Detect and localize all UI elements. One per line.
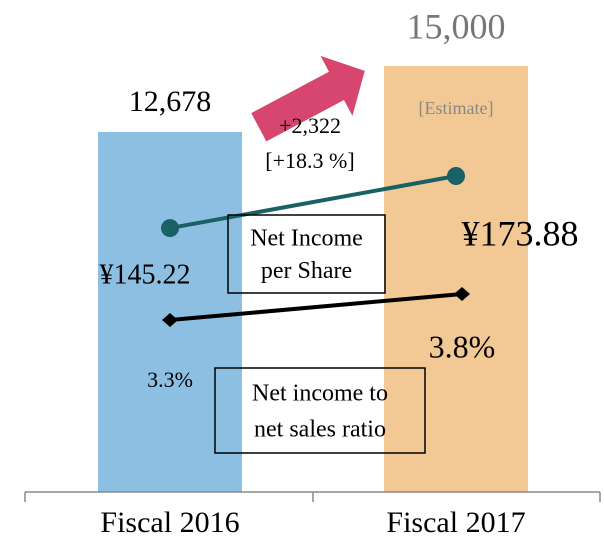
line-marker	[454, 287, 470, 301]
legend-box	[214, 367, 426, 454]
arrow-shape	[251, 55, 365, 142]
change-label: [+18.3 %]	[265, 148, 354, 173]
line-marker	[161, 219, 179, 238]
x-tick-label: Fiscal 2017	[386, 506, 525, 539]
line	[169, 174, 457, 231]
line-marker	[162, 313, 178, 328]
line-value-label: 3.3%	[147, 367, 193, 392]
bar-value-label: 12,678	[129, 85, 212, 118]
line-marker	[447, 167, 465, 185]
legend-label: net sales ratio	[254, 416, 386, 442]
legend-label: Net Income	[250, 225, 363, 251]
legend-label: per Share	[261, 258, 352, 284]
bar-value-label: 15,000	[407, 6, 506, 46]
bar	[384, 66, 528, 492]
legend-box	[227, 214, 386, 294]
change-label: +2,322	[279, 113, 341, 138]
x-tick-label: Fiscal 2016	[100, 506, 239, 539]
line-value-label: ¥145.22	[100, 259, 191, 290]
estimate-label: [Estimate]	[419, 98, 494, 118]
legend-label: Net income to	[252, 381, 388, 407]
bar	[98, 131, 242, 492]
line-value-label: ¥173.88	[462, 213, 579, 253]
line	[169, 292, 463, 323]
change-arrow	[251, 55, 365, 142]
line-value-label: 3.8%	[429, 328, 496, 364]
